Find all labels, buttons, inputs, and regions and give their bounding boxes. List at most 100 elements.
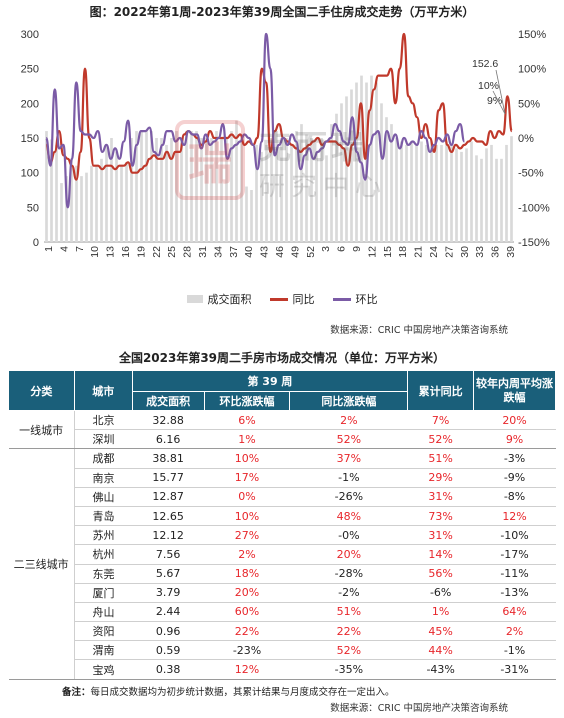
area-bar bbox=[460, 151, 463, 242]
area-cell: 0.59 bbox=[132, 640, 205, 661]
area-bar bbox=[200, 138, 203, 242]
area-bar bbox=[215, 131, 218, 242]
x-tick-label: 7 bbox=[74, 246, 86, 252]
area-cell: 12.65 bbox=[132, 506, 205, 527]
area-bar bbox=[300, 124, 303, 242]
area-bar bbox=[510, 136, 513, 242]
area-bar bbox=[195, 131, 198, 242]
x-tick-label: 37 bbox=[228, 246, 240, 258]
x-tick-label: 12 bbox=[366, 246, 378, 258]
yoy-cell: -26% bbox=[289, 487, 408, 507]
mom-cell: 1% bbox=[204, 429, 290, 450]
cum-yoy-cell: 1% bbox=[407, 602, 474, 623]
area-bar bbox=[465, 148, 468, 242]
x-tick-label: 13 bbox=[105, 246, 117, 258]
area-bar bbox=[235, 120, 238, 242]
city-cell: 深圳 bbox=[74, 429, 133, 450]
area-bar bbox=[90, 165, 93, 242]
yoy-cell: 52% bbox=[289, 429, 408, 450]
x-tick-label: 39 bbox=[505, 246, 517, 258]
x-tick-label: 36 bbox=[490, 246, 502, 258]
city-cell: 佛山 bbox=[74, 487, 133, 507]
x-tick-label: 19 bbox=[135, 246, 147, 258]
avg-change-cell: 9% bbox=[473, 429, 556, 450]
area-bar bbox=[160, 138, 163, 242]
mom-cell: 22% bbox=[204, 621, 290, 642]
cum-yoy-cell: 52% bbox=[407, 429, 474, 450]
area-bar bbox=[305, 134, 308, 242]
area-bar bbox=[320, 138, 323, 242]
y-left-tick-label: 150 bbox=[21, 133, 39, 145]
legend-swatch-yoy bbox=[269, 297, 288, 301]
area-bar bbox=[295, 131, 298, 242]
area-bar bbox=[145, 131, 148, 242]
y-right-tick-label: -50% bbox=[518, 168, 544, 180]
table-row: 厦门 3.79 20% -2% -6% -13% bbox=[9, 583, 556, 603]
mom-cell: 27% bbox=[204, 525, 290, 546]
area-bar bbox=[270, 138, 273, 242]
y-right-tick-label: -100% bbox=[518, 202, 550, 214]
area-bar bbox=[445, 141, 448, 242]
area-bar bbox=[65, 176, 68, 242]
cum-yoy-cell: 44% bbox=[407, 640, 474, 661]
annotation-yoy-value: 10% bbox=[478, 80, 499, 92]
table-note: 备注：每日成交数据均为初步统计数据，其累计结果与月度成交存在一定出入。 bbox=[62, 687, 395, 698]
area-bar bbox=[115, 151, 118, 242]
y-right-tick-label: 150% bbox=[518, 29, 546, 41]
cum-yoy-cell: -6% bbox=[407, 583, 474, 603]
area-bar bbox=[410, 141, 413, 242]
x-tick-label: 52 bbox=[305, 246, 317, 258]
yoy-cell: 2% bbox=[289, 410, 408, 431]
mom-cell: 18% bbox=[204, 564, 290, 584]
area-bar bbox=[280, 138, 283, 242]
city-cell: 渭南 bbox=[74, 640, 133, 661]
mom-cell: -23% bbox=[204, 640, 290, 661]
x-tick-label: 28 bbox=[182, 246, 194, 258]
market-table: 分类 城市 第 39 周 累计同比 较年内周平均涨跌幅 成交面积 环比涨跌幅 同… bbox=[8, 370, 556, 680]
area-bar bbox=[370, 75, 373, 242]
area-bar bbox=[380, 103, 383, 242]
area-bar bbox=[190, 131, 193, 242]
area-bar bbox=[70, 158, 73, 242]
avg-change-cell: -9% bbox=[473, 468, 556, 488]
area-bar bbox=[475, 155, 478, 242]
table-row: 二三线城市 成都 38.81 10% 37% 51% -3% bbox=[8, 448, 556, 680]
table-row: 渭南 0.59 -23% 52% 44% -1% bbox=[9, 640, 556, 661]
table-title: 全国2023年第39周二手房市场成交情况（单位：万平方米） bbox=[118, 351, 446, 365]
y-left-tick-label: 100 bbox=[21, 168, 39, 180]
area-bar bbox=[330, 124, 333, 242]
area-bar bbox=[340, 103, 343, 242]
area-bar bbox=[430, 141, 433, 242]
x-tick-label: 16 bbox=[120, 246, 132, 258]
yoy-cell: 51% bbox=[289, 602, 408, 623]
annotation-leader-1 bbox=[495, 69, 506, 115]
area-bar bbox=[45, 131, 48, 242]
avg-change-cell: 64% bbox=[473, 602, 556, 623]
area-bar bbox=[250, 190, 253, 242]
city-cell: 北京 bbox=[74, 410, 133, 431]
cum-yoy-cell: 45% bbox=[407, 621, 474, 642]
area-bar bbox=[335, 113, 338, 242]
header-cum-yoy: 累计同比 bbox=[407, 370, 475, 411]
area-bar bbox=[385, 117, 388, 242]
area-cell: 12.12 bbox=[132, 525, 205, 546]
avg-change-cell: -1% bbox=[473, 640, 556, 661]
area-bar bbox=[345, 96, 348, 243]
area-bar bbox=[480, 158, 483, 242]
x-tick-label: 15 bbox=[382, 246, 394, 258]
y-right-tick-label: 100% bbox=[518, 64, 546, 76]
area-bar bbox=[180, 138, 183, 242]
area-bar bbox=[175, 131, 178, 242]
table-row: 深圳 6.16 1% 52% 52% 9% bbox=[9, 429, 556, 450]
yoy-cell: 52% bbox=[289, 640, 408, 661]
trend-chart: 0 50 100 150 200 250 300 -150% -100% -50% 0% 50% 100… bbox=[21, 29, 550, 258]
mom-cell: 6% bbox=[204, 410, 290, 431]
y-right-tick-label: -150% bbox=[518, 237, 550, 249]
city-cell: 舟山 bbox=[74, 602, 133, 623]
table-row: 杭州 7.56 2% 20% 14% -17% bbox=[9, 544, 556, 565]
city-cell: 青岛 bbox=[74, 506, 133, 527]
category-cell: 二三线城市 bbox=[8, 448, 75, 680]
cum-yoy-cell: 31% bbox=[407, 487, 474, 507]
city-cell: 南京 bbox=[74, 468, 133, 488]
y-left-tick-label: 250 bbox=[21, 64, 39, 76]
